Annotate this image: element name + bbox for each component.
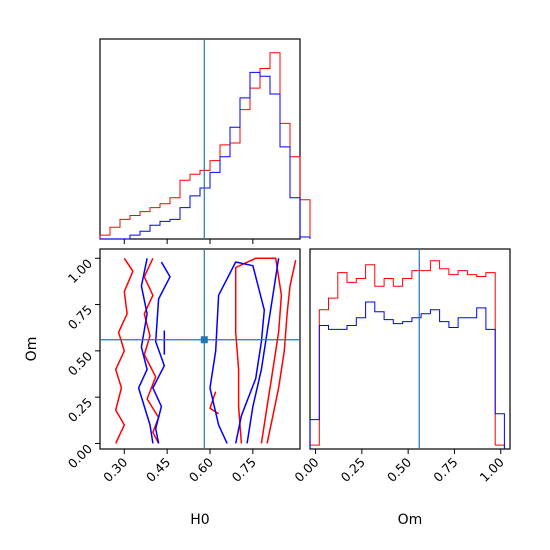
om-y-tick-label-2: 0.50 <box>65 348 95 378</box>
om-x-tick-label-2: 0.50 <box>384 454 414 484</box>
h0-hist-red <box>99 52 311 239</box>
om-y-tick-label-0: 0.00 <box>65 441 95 471</box>
blue-contour-1 <box>152 261 171 444</box>
red-contour-0 <box>114 257 134 444</box>
h0-x-tick-label-0: 0.30 <box>100 454 130 484</box>
joint-panel-frame <box>99 248 301 450</box>
truth-lines <box>100 39 420 449</box>
om-x-tick-label-3: 0.75 <box>430 455 460 485</box>
blue-contour-4 <box>246 258 280 444</box>
om-y-tick-label-4: 1.00 <box>65 256 95 286</box>
om-x-tick-label-4: 1.00 <box>477 454 507 484</box>
h0-x-tick-label-3: 0.75 <box>229 455 259 485</box>
blue-contour-2 <box>209 261 266 444</box>
om-y-tick-label-3: 0.75 <box>65 302 95 332</box>
y-axis-label-om: Om <box>24 337 40 362</box>
truth-marker <box>200 336 208 344</box>
h0-x-tick-label-2: 0.60 <box>186 454 216 484</box>
om-marginal-frame <box>309 248 511 450</box>
red-contour-4 <box>266 259 297 444</box>
blue-contour-0 <box>137 258 154 444</box>
h0-histogram <box>99 52 311 240</box>
red-contour-2 <box>234 257 283 444</box>
om-x-tick-label-1: 0.25 <box>338 455 368 485</box>
joint-contours <box>114 257 297 444</box>
om-hist-red <box>309 260 505 449</box>
x-axis-label-h0: H0 <box>190 512 209 528</box>
h0-hist-blue <box>100 71 311 240</box>
om-histogram <box>309 260 505 449</box>
om-y-tick-label-1: 0.25 <box>65 395 95 425</box>
x-axis-label-om: Om <box>398 512 423 528</box>
h0-marginal-frame <box>99 38 301 240</box>
om-hist-blue <box>309 301 505 449</box>
h0-x-tick-label-1: 0.45 <box>143 455 173 485</box>
om-x-tick-label-0: 0.00 <box>291 454 321 484</box>
